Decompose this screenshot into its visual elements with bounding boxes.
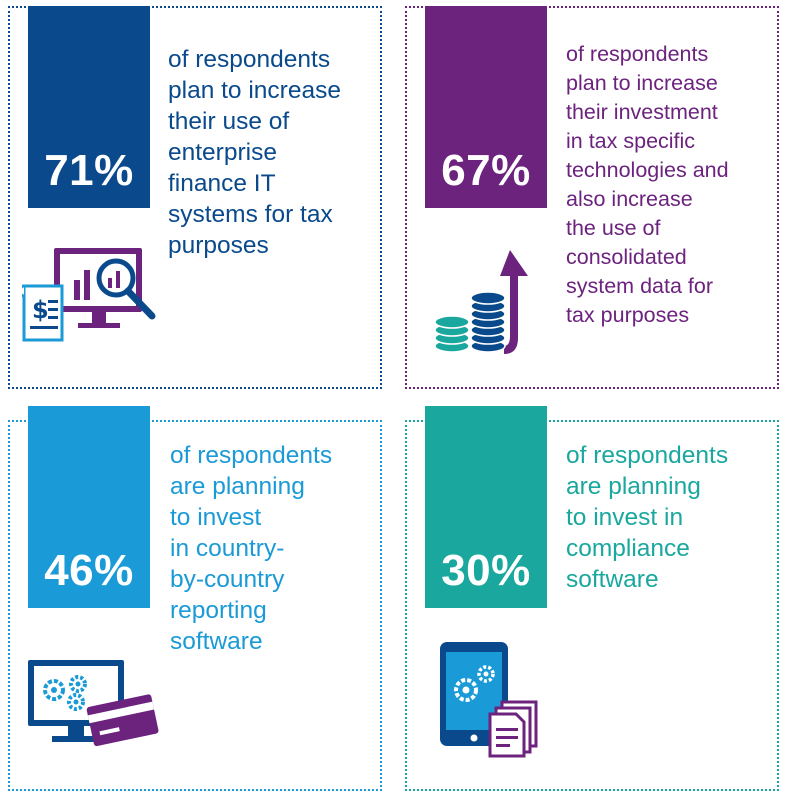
stat-description: of respondents are planning to invest in… <box>566 442 729 593</box>
stat-value: 71% <box>28 6 150 208</box>
stat-card-30 <box>405 420 779 791</box>
tablet-gears-documents-icon <box>440 642 538 758</box>
stat-card-67 <box>405 6 779 389</box>
invoice-monitor-magnifier-icon: $ <box>22 248 156 342</box>
stat-value: 46% <box>28 406 150 608</box>
stat-value: 67% <box>425 6 547 208</box>
stat-description: of respondents plan to increase their in… <box>566 42 729 327</box>
stat-description: of respondents plan to increase their us… <box>168 46 341 259</box>
stat-description: of respondents are planning to invest in… <box>170 442 333 655</box>
stat-value: 30% <box>425 406 547 608</box>
coin-stacks-growth-arrow-icon <box>434 250 528 354</box>
stat-card-46 <box>8 420 382 791</box>
stat-card-71 <box>8 6 382 389</box>
monitor-gears-credit-card-icon <box>28 660 159 747</box>
svg-text:$: $ <box>32 296 49 324</box>
